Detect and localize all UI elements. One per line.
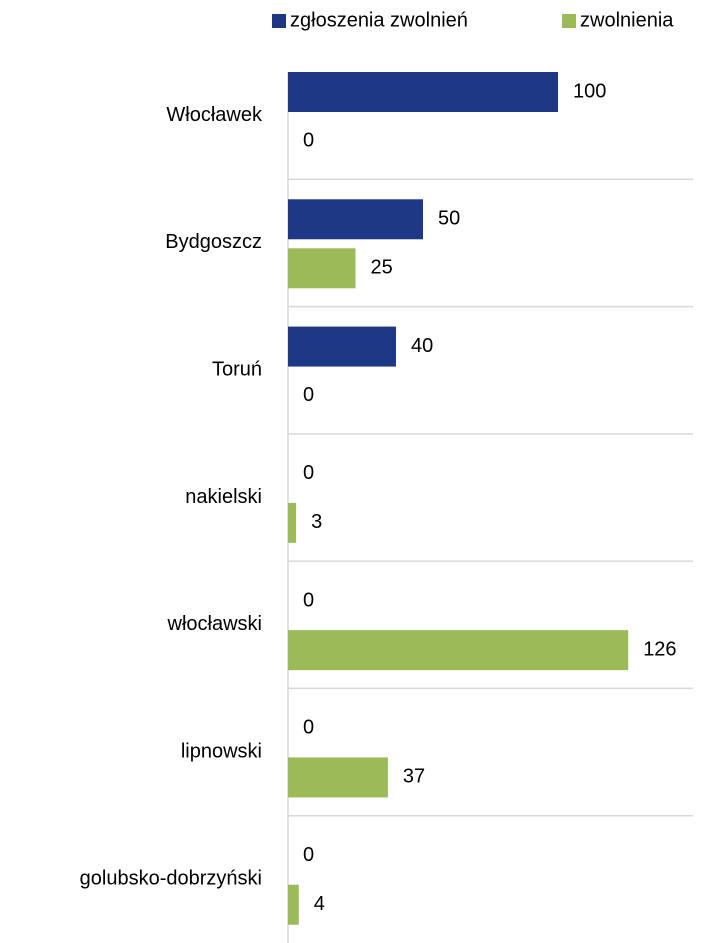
bar xyxy=(288,72,558,112)
bar xyxy=(288,884,299,925)
value-label: 0 xyxy=(303,589,314,611)
bar xyxy=(288,326,396,367)
category-label: włocławski xyxy=(167,613,262,635)
category-label: golubsko-dobrzyński xyxy=(80,868,262,890)
value-label: 37 xyxy=(403,766,425,788)
value-label: 40 xyxy=(411,335,433,357)
value-label: 0 xyxy=(303,717,314,739)
category-label: lipnowski xyxy=(181,740,262,762)
legend-swatch xyxy=(272,14,286,28)
value-label: 3 xyxy=(311,511,322,533)
bar xyxy=(288,757,388,798)
value-label: 100 xyxy=(573,80,606,102)
value-label: 0 xyxy=(303,462,314,484)
bar xyxy=(288,248,356,289)
category-label: Włocławek xyxy=(166,104,263,126)
value-label: 4 xyxy=(314,893,325,915)
bar xyxy=(288,502,297,543)
value-label: 0 xyxy=(303,844,314,866)
category-label: Bydgoszcz xyxy=(165,231,262,253)
value-label: 25 xyxy=(371,257,393,279)
value-label: 126 xyxy=(643,638,676,660)
value-label: 0 xyxy=(303,129,314,151)
legend-label: zwolnienia xyxy=(580,9,674,31)
category-label: nakielski xyxy=(185,486,262,508)
value-label: 0 xyxy=(303,384,314,406)
category-label: Toruń xyxy=(212,358,262,380)
bar xyxy=(288,630,629,671)
legend-label: zgłoszenia zwolnień xyxy=(290,9,468,31)
value-label: 50 xyxy=(438,208,460,230)
legend-swatch xyxy=(562,14,576,28)
bar xyxy=(288,199,423,240)
